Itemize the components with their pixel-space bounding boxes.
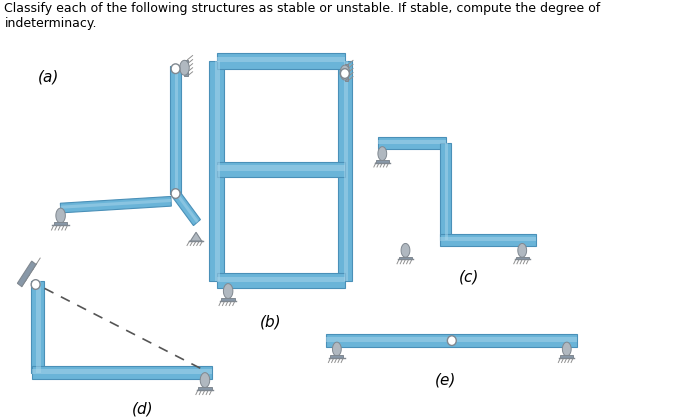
Circle shape (447, 336, 456, 345)
Polygon shape (223, 284, 233, 299)
Bar (345, 65, 348, 81)
Circle shape (171, 64, 180, 73)
Polygon shape (217, 277, 345, 282)
Circle shape (31, 280, 40, 289)
Polygon shape (56, 208, 65, 223)
Bar (198, 387, 212, 390)
Bar (516, 256, 528, 259)
Bar (376, 160, 388, 163)
Text: (a): (a) (37, 70, 59, 85)
Polygon shape (209, 61, 223, 281)
Polygon shape (175, 192, 199, 223)
Polygon shape (440, 234, 536, 246)
Polygon shape (37, 281, 41, 372)
Polygon shape (333, 342, 342, 356)
Polygon shape (200, 373, 210, 387)
Polygon shape (18, 261, 36, 286)
Polygon shape (340, 65, 350, 80)
Polygon shape (170, 66, 181, 193)
Polygon shape (60, 199, 171, 209)
Polygon shape (215, 61, 220, 281)
Polygon shape (180, 60, 189, 75)
Bar (331, 355, 343, 358)
Polygon shape (378, 140, 445, 144)
Circle shape (340, 69, 349, 78)
Bar (185, 60, 187, 76)
Polygon shape (217, 166, 345, 171)
Polygon shape (217, 273, 345, 289)
Polygon shape (518, 244, 527, 257)
Text: (e): (e) (435, 372, 456, 387)
Polygon shape (32, 366, 212, 379)
Polygon shape (378, 138, 445, 149)
Text: (d): (d) (132, 402, 153, 417)
Circle shape (171, 189, 180, 198)
Polygon shape (344, 61, 348, 281)
Polygon shape (217, 57, 345, 62)
Polygon shape (31, 281, 43, 372)
Bar (54, 222, 67, 225)
Bar (560, 355, 573, 358)
Polygon shape (440, 143, 451, 240)
Polygon shape (378, 147, 387, 161)
Bar (399, 256, 412, 259)
Polygon shape (217, 162, 345, 177)
Polygon shape (562, 342, 571, 356)
Polygon shape (445, 143, 448, 240)
Text: (c): (c) (459, 269, 479, 284)
Polygon shape (217, 53, 345, 69)
Polygon shape (337, 61, 352, 281)
Polygon shape (401, 244, 410, 257)
Bar (221, 298, 235, 301)
Polygon shape (32, 369, 212, 374)
Text: (b): (b) (260, 314, 282, 329)
Polygon shape (326, 334, 577, 347)
Polygon shape (326, 337, 577, 342)
Text: Classify each of the following structures as stable or unstable. If stable, comp: Classify each of the following structure… (5, 2, 601, 30)
Polygon shape (172, 191, 200, 226)
Polygon shape (175, 66, 178, 193)
Polygon shape (60, 196, 171, 213)
Polygon shape (440, 237, 536, 241)
Polygon shape (190, 232, 202, 241)
